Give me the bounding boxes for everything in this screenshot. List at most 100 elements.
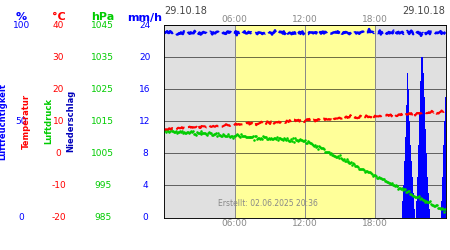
Point bbox=[434, 206, 441, 210]
Bar bbox=[428, 210, 430, 218]
Point bbox=[364, 169, 371, 173]
Point bbox=[353, 164, 360, 168]
Point bbox=[261, 134, 269, 138]
Point bbox=[371, 173, 378, 177]
Point bbox=[240, 134, 247, 138]
Point bbox=[185, 132, 192, 136]
Point bbox=[329, 153, 337, 157]
Text: 985: 985 bbox=[94, 213, 111, 222]
Point bbox=[432, 203, 439, 207]
Bar bbox=[402, 202, 403, 218]
Point bbox=[174, 130, 181, 134]
Point bbox=[438, 206, 445, 210]
Point bbox=[298, 138, 305, 142]
Point bbox=[198, 129, 205, 133]
Point bbox=[215, 131, 222, 135]
Point bbox=[317, 146, 324, 150]
Point bbox=[167, 127, 175, 131]
Point bbox=[306, 141, 314, 145]
Point bbox=[259, 137, 266, 141]
Point bbox=[418, 198, 426, 202]
Text: Temperatur: Temperatur bbox=[22, 94, 31, 149]
Point bbox=[225, 134, 233, 138]
Bar bbox=[404, 161, 405, 218]
Point bbox=[301, 138, 308, 142]
Point bbox=[220, 133, 228, 137]
Text: 29.10.18: 29.10.18 bbox=[403, 6, 446, 16]
Point bbox=[164, 128, 171, 132]
Text: 10: 10 bbox=[53, 117, 64, 126]
Point bbox=[216, 133, 224, 137]
Bar bbox=[410, 145, 411, 218]
Point bbox=[165, 129, 172, 133]
Point bbox=[188, 130, 195, 134]
Point bbox=[392, 182, 399, 186]
Bar bbox=[441, 202, 442, 218]
Point bbox=[309, 142, 316, 146]
Point bbox=[191, 132, 198, 136]
Point bbox=[388, 181, 395, 185]
Point bbox=[251, 138, 258, 141]
Point bbox=[367, 171, 374, 175]
Point bbox=[222, 134, 230, 138]
Point bbox=[431, 204, 438, 208]
Point bbox=[405, 189, 413, 193]
Point bbox=[323, 150, 330, 154]
Bar bbox=[425, 153, 427, 218]
Point bbox=[166, 130, 173, 134]
Text: 0: 0 bbox=[18, 213, 24, 222]
Point bbox=[223, 134, 230, 138]
Point bbox=[236, 135, 243, 139]
Point bbox=[385, 181, 392, 185]
Point bbox=[201, 131, 208, 135]
Point bbox=[375, 174, 382, 178]
Point bbox=[252, 134, 259, 138]
Point bbox=[338, 156, 345, 160]
Point bbox=[380, 177, 387, 181]
Point bbox=[360, 168, 368, 172]
Point bbox=[221, 134, 229, 138]
Point bbox=[196, 131, 203, 135]
Text: 1025: 1025 bbox=[91, 85, 114, 94]
Point bbox=[220, 132, 227, 136]
Point bbox=[342, 158, 349, 162]
Point bbox=[404, 190, 411, 194]
Point bbox=[384, 180, 392, 184]
Text: 0: 0 bbox=[56, 149, 61, 158]
Point bbox=[422, 199, 429, 203]
Point bbox=[207, 131, 214, 135]
Point bbox=[255, 136, 262, 140]
Bar bbox=[445, 97, 446, 218]
Text: hPa: hPa bbox=[91, 12, 114, 22]
Point bbox=[162, 128, 169, 132]
Point bbox=[168, 129, 176, 133]
Bar bbox=[442, 178, 443, 218]
Point bbox=[197, 132, 204, 136]
Point bbox=[199, 132, 206, 136]
Point bbox=[315, 146, 322, 150]
Text: 50: 50 bbox=[15, 117, 27, 126]
Point bbox=[181, 131, 189, 135]
Point bbox=[265, 136, 272, 140]
Point bbox=[258, 136, 265, 140]
Bar bbox=[423, 97, 425, 218]
Bar bbox=[406, 73, 408, 218]
Text: %: % bbox=[16, 12, 27, 22]
Point bbox=[203, 132, 210, 136]
Bar bbox=[234, 25, 375, 218]
Point bbox=[285, 139, 292, 143]
Bar bbox=[418, 145, 420, 218]
Text: 20: 20 bbox=[139, 52, 151, 62]
Point bbox=[190, 132, 197, 136]
Point bbox=[365, 170, 373, 173]
Point bbox=[194, 130, 201, 134]
Point bbox=[170, 129, 177, 133]
Point bbox=[349, 163, 356, 167]
Point bbox=[278, 137, 285, 141]
Point bbox=[351, 162, 358, 166]
Point bbox=[398, 187, 405, 191]
Point bbox=[184, 130, 191, 134]
Point bbox=[253, 134, 260, 138]
Point bbox=[209, 133, 216, 137]
Point bbox=[410, 194, 417, 198]
